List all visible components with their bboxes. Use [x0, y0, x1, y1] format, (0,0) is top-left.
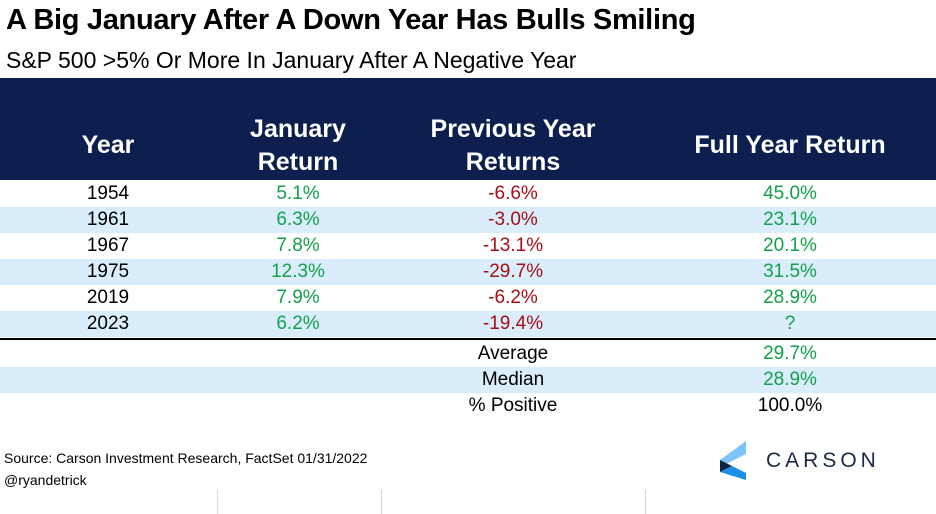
january-cell: 7.9%: [276, 287, 320, 308]
year-cell: 1961: [86, 209, 130, 230]
gridline: [381, 490, 382, 514]
summary-label: % Positive: [468, 395, 558, 416]
gridline: [217, 490, 218, 514]
previous-cell: -29.7%: [482, 261, 544, 282]
header-year: Year: [81, 131, 135, 159]
table-row: 2019 7.9% -6.2% 28.9%: [0, 285, 936, 311]
table-row: 1954 5.1% -6.6% 45.0%: [0, 181, 936, 207]
table-row: 1961 6.3% -3.0% 23.1%: [0, 207, 936, 233]
table-row: 1975 12.3% -29.7% 31.5%: [0, 259, 936, 285]
full-cell: 23.1%: [763, 209, 817, 230]
january-cell: 12.3%: [271, 261, 325, 282]
year-cell: 2023: [86, 313, 130, 334]
january-cell: 6.2%: [276, 313, 320, 334]
chart-subtitle: S&P 500 >5% Or More In January After A N…: [6, 47, 577, 73]
january-cell: 6.3%: [276, 209, 320, 230]
previous-cell: -13.1%: [482, 235, 544, 256]
summary-row: % Positive 100.0%: [0, 393, 936, 419]
source-note: Source: Carson Investment Research, Fact…: [4, 450, 368, 466]
summary-row: Median 28.9%: [0, 367, 936, 393]
previous-cell: -6.2%: [488, 287, 538, 308]
header-january-line2: Return: [257, 148, 339, 176]
header-january-line1: January: [250, 115, 346, 143]
table-header: Year January Return Previous Year Return…: [0, 78, 936, 180]
carson-logo-icon: [720, 441, 746, 480]
january-cell: 5.1%: [276, 183, 320, 204]
full-cell: 31.5%: [763, 261, 817, 282]
table-row: 2023 6.2% -19.4%?: [0, 311, 936, 337]
year-cell: 1975: [86, 261, 130, 282]
january-cell: 7.8%: [276, 235, 320, 256]
previous-cell: -3.0%: [488, 209, 538, 230]
year-cell: 1954: [86, 183, 130, 204]
carson-logo-text: CARSON: [766, 449, 880, 472]
full-cell: 45.0%: [763, 183, 817, 204]
full-cell: ?: [784, 313, 796, 334]
summary-value: 100.0%: [757, 395, 823, 416]
gridline: [645, 490, 646, 514]
summary-value: 29.7%: [763, 343, 817, 364]
header-previous-line1: Previous Year: [430, 115, 596, 143]
author-handle: @ryandetrick: [4, 472, 87, 488]
previous-cell: -19.4%: [482, 313, 544, 334]
summary-divider: [0, 338, 936, 340]
table-row: 1967 7.8% -13.1% 20.1%: [0, 233, 936, 259]
summary-label: Average: [477, 343, 549, 364]
summary-label: Median: [481, 369, 545, 390]
year-cell: 2019: [86, 287, 130, 308]
summary-value: 28.9%: [763, 369, 817, 390]
full-cell: 28.9%: [763, 287, 817, 308]
header-full-year: Full Year Return: [694, 131, 886, 159]
previous-cell: -6.6%: [488, 183, 538, 204]
summary-row: Average 29.7%: [0, 341, 936, 367]
full-cell: 20.1%: [763, 235, 817, 256]
year-cell: 1967: [86, 235, 130, 256]
header-previous-line2: Returns: [465, 148, 561, 176]
chart-title: A Big January After A Down Year Has Bull…: [6, 4, 696, 36]
